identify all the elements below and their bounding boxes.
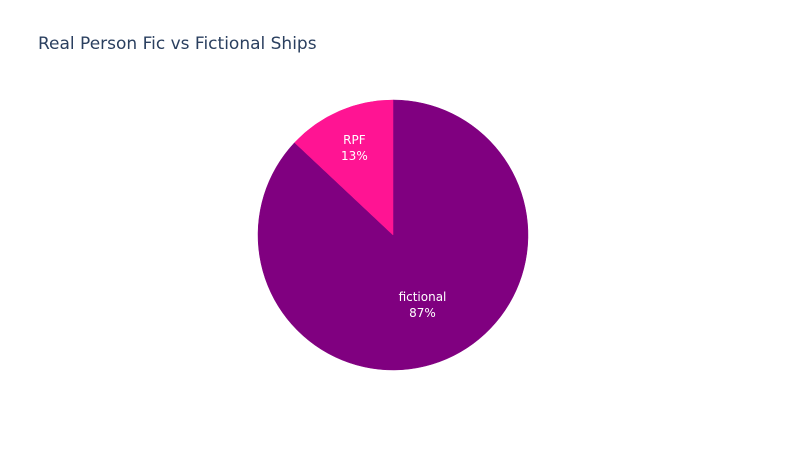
slice-label-rpf: RPF [343, 133, 366, 147]
slice-percent-rpf: 13% [341, 149, 368, 163]
slice-label-fictional: fictional [399, 290, 447, 304]
slice-percent-fictional: 87% [409, 306, 436, 320]
chart-title: Real Person Fic vs Fictional Ships [38, 34, 317, 54]
pie-labels: fictional 87% RPF 13% [341, 133, 446, 320]
pie-slice-rpf[interactable] [294, 99, 394, 236]
pie-slices [257, 99, 529, 371]
